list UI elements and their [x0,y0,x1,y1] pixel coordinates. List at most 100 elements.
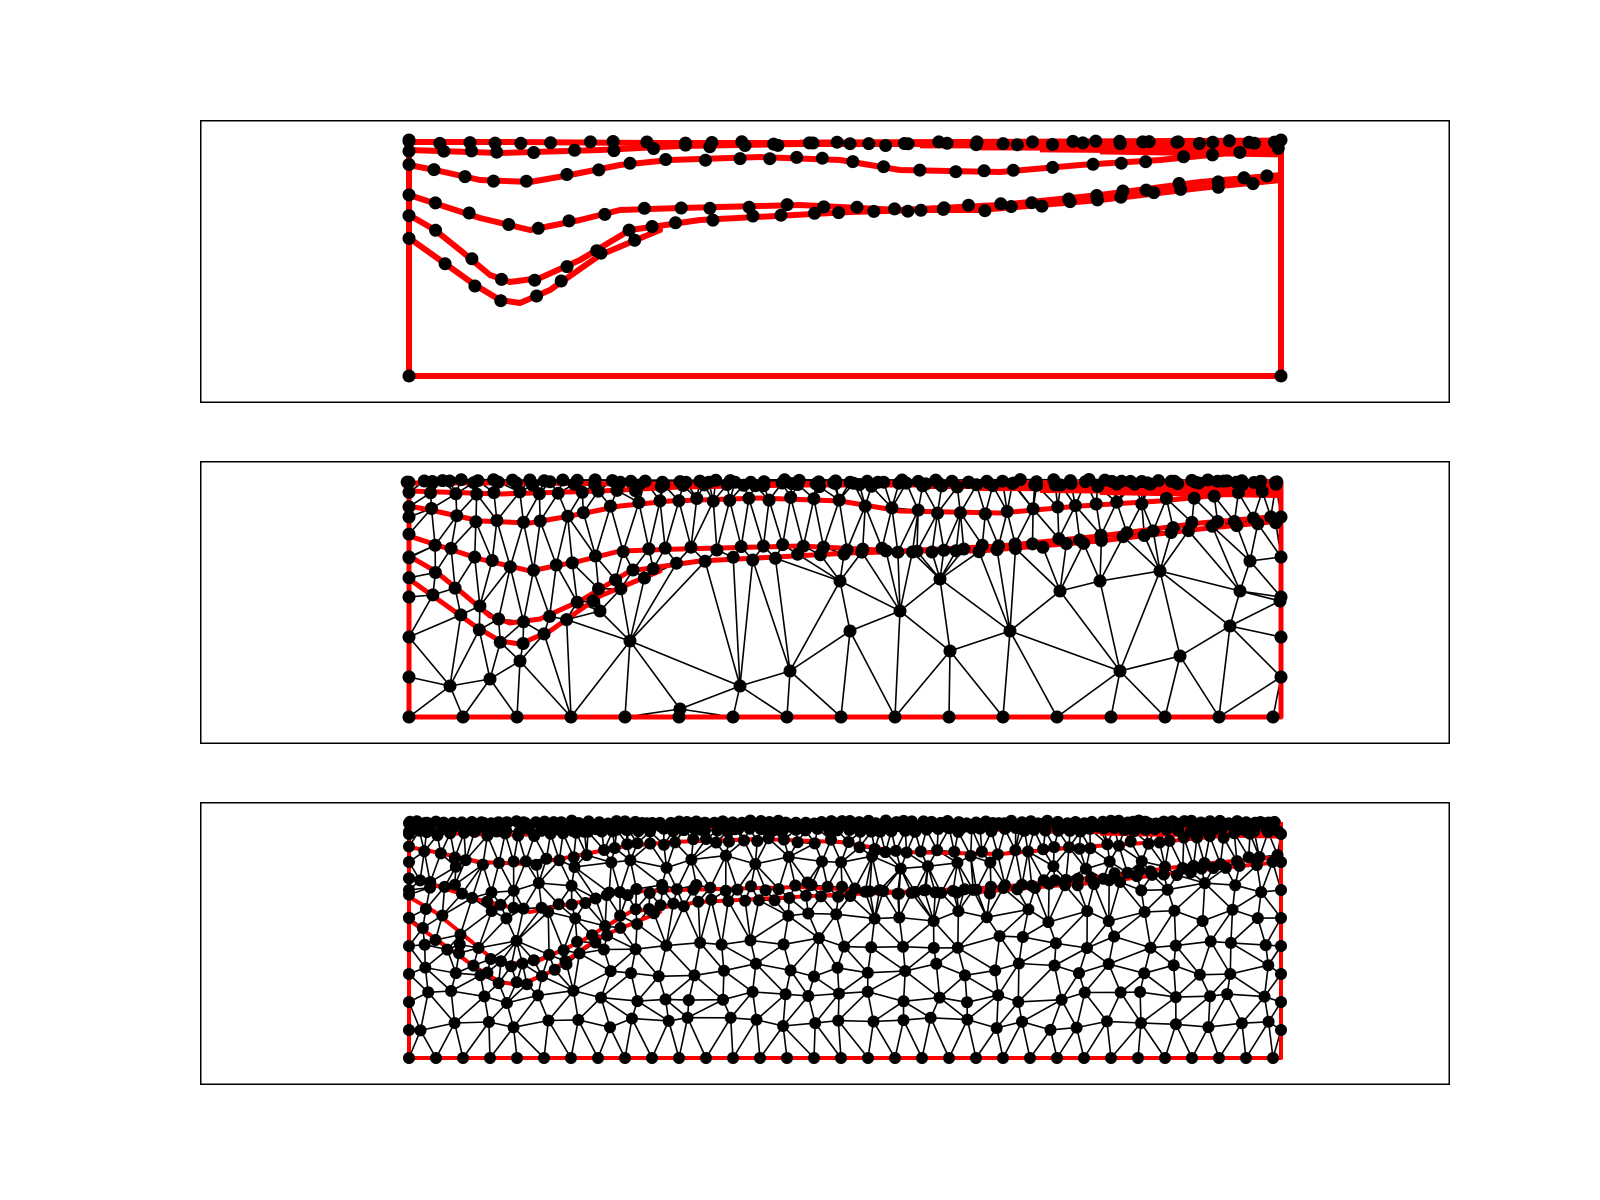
mesh-node [1102,915,1115,928]
mesh-node [1035,199,1049,213]
mesh-node [1037,843,1050,856]
mesh-node [424,881,436,894]
mesh-node [423,822,436,835]
mesh-node [621,889,634,902]
mesh-node [628,233,642,247]
mesh-edge [782,995,809,1027]
mesh-node [867,1015,880,1028]
mesh-edge [599,610,631,642]
mesh-node [604,499,617,513]
mesh-node [807,492,821,506]
mesh-node [646,562,660,576]
mesh-node [542,1014,555,1027]
mesh-edge [566,516,574,563]
mesh-node [1115,474,1129,488]
mesh-node [679,138,692,152]
mesh-node [605,856,618,869]
mesh-edge [478,629,491,680]
mesh-node [742,491,756,505]
mesh-node [777,938,790,951]
mesh-edge [1004,850,1017,886]
mesh-edge [1047,883,1050,923]
mesh-edge [600,972,632,999]
mesh-node [1036,540,1050,554]
mesh-edge [477,910,493,949]
mesh-edge [555,564,578,603]
mesh-node [1207,489,1221,503]
mesh-node [685,853,698,866]
mesh-node [562,214,576,228]
mesh-node [490,514,504,527]
mesh-node [565,556,579,570]
mesh-edge [449,678,491,687]
mesh-edge [636,923,667,947]
mesh-node [1053,584,1067,598]
mesh-node [716,815,729,828]
mesh-edge [732,1019,758,1059]
mesh-node [943,644,957,658]
mesh-edge [1218,625,1231,718]
mesh-node [751,835,764,847]
mesh-edge [814,993,840,1024]
mesh-node [659,153,673,166]
mesh-edge [678,500,692,548]
mesh-node [723,493,737,507]
mesh-node [1196,915,1209,927]
mesh-node [1082,473,1096,486]
mesh-node [1138,967,1151,980]
mesh-node [717,993,729,1006]
mesh-edge [1187,530,1241,592]
mesh-node [900,846,913,859]
mesh-node [1233,859,1246,872]
mesh-node [940,136,954,150]
mesh-node [924,1011,937,1024]
mesh-edge [1140,1022,1166,1059]
mesh-node [812,475,826,489]
mesh-node [861,966,874,979]
mesh-node [1012,995,1025,1008]
mesh-node [402,710,416,724]
mesh-node [889,1052,901,1064]
mesh-node [1266,710,1280,724]
mesh-node [861,985,874,998]
mesh-node [623,156,637,170]
mesh-node [835,1052,847,1064]
mesh-node [726,550,740,564]
mesh-edge [996,549,1011,632]
mesh-node [1026,502,1040,516]
mesh-node [978,507,992,521]
mesh-node [659,993,672,1006]
mesh-edge [1059,590,1121,672]
mesh-node [850,200,864,214]
mesh-edge [1211,525,1251,562]
mesh-node [1153,564,1167,578]
mesh-node [838,940,851,953]
axes-frame [200,802,1450,1085]
mesh-node [1135,1017,1147,1029]
mesh-node [1046,137,1059,151]
mesh-edge [665,903,675,946]
mesh-node [607,144,621,158]
mesh-node [570,595,584,609]
mesh-node [588,473,602,487]
mesh-edge [721,943,757,965]
mesh-node [738,139,752,152]
mesh-node [993,930,1006,943]
mesh-edge [1210,909,1234,942]
mesh-node [1078,1052,1090,1064]
mesh-edge [1002,1021,1023,1059]
mesh-edge [1014,508,1034,545]
mesh-edge [636,1000,670,1022]
mesh-node [645,220,659,233]
mesh-node [1009,844,1022,857]
mesh-node [1231,486,1245,500]
mesh-edge [1179,655,1220,718]
mesh-edge [1034,887,1050,923]
mesh-edge [1108,946,1151,965]
mesh-node [572,1013,585,1026]
mesh-edge [630,859,667,869]
mesh-node [782,909,795,922]
mesh-node [594,246,608,260]
mesh-node [624,854,637,867]
mesh-node [481,895,494,908]
